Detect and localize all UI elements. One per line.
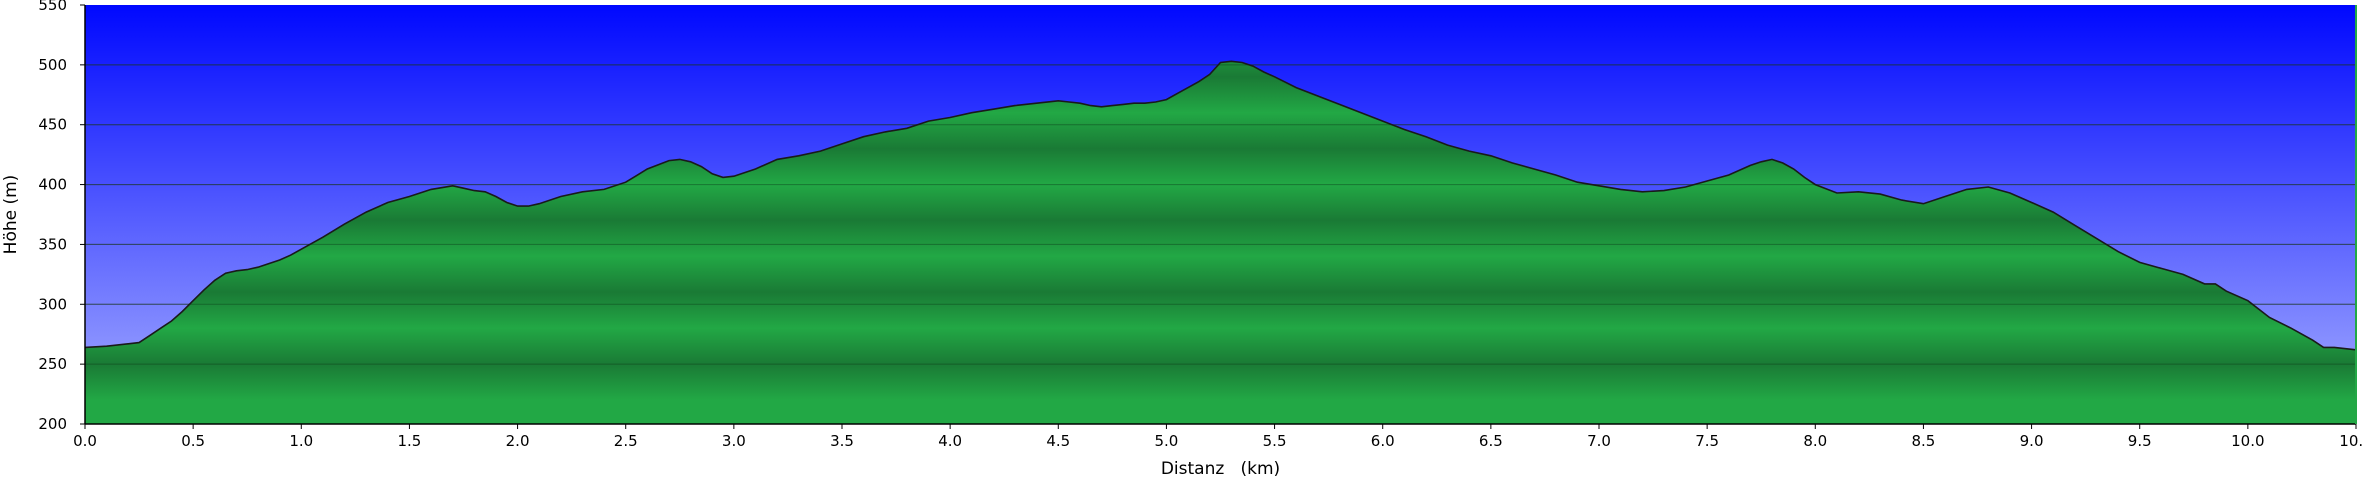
x-tick-label: 0.0: [73, 432, 97, 450]
x-tick-label: 7.0: [1587, 432, 1611, 450]
area-series: [85, 60, 2356, 424]
elevation-area-fill: [85, 61, 2356, 424]
x-tick-label: 6.0: [1371, 432, 1395, 450]
x-tick-label: 3.0: [722, 432, 746, 450]
x-tick-label: 7.5: [1695, 432, 1719, 450]
x-tick-label: 3.5: [830, 432, 854, 450]
y-tick-label: 350: [38, 235, 67, 253]
y-tick-label: 300: [38, 295, 67, 313]
y-tick-label: 250: [38, 355, 67, 373]
x-tick-label: 5.0: [1154, 432, 1178, 450]
x-tick-label: 9.5: [2128, 432, 2152, 450]
x-tick-labels: 0.0 0.5 1.0 1.5 2.0 2.5 3.0 3.5 4.0 4.5 5.0 5.5 6.0 6…: [73, 432, 2362, 450]
x-tick-label: 4.5: [1046, 432, 1070, 450]
y-tick-label: 400: [38, 176, 67, 194]
y-tick-labels: 200 250 300 350 400 450 500 550: [38, 0, 67, 433]
y-tick-label: 450: [38, 116, 67, 134]
x-tick-label: 9.0: [2020, 432, 2044, 450]
elevation-line: [85, 60, 2356, 351]
axes: [80, 4, 2357, 429]
y-axis-title: Höhe (m): [1, 175, 21, 255]
x-tick-label: 5.5: [1263, 432, 1287, 450]
x-tick-label: 2.0: [506, 432, 530, 450]
x-tick-label: 0.5: [181, 432, 205, 450]
y-tick-label: 500: [38, 56, 67, 74]
x-tick-label: 10.5: [2339, 432, 2362, 450]
x-tick-label: 8.5: [1911, 432, 1935, 450]
x-tick-label: 1.5: [397, 432, 421, 450]
x-tick-label: 1.0: [289, 432, 313, 450]
y-tick-label: 200: [38, 415, 67, 433]
y-tick-label: 550: [38, 0, 67, 14]
x-tick-label: 4.0: [938, 432, 962, 450]
x-tick-label: 6.5: [1479, 432, 1503, 450]
x-tick-label: 2.5: [614, 432, 638, 450]
x-axis-title: Distanz (km): [1161, 459, 1280, 479]
x-tick-label: 10.0: [2231, 432, 2264, 450]
x-tick-label: 8.0: [1803, 432, 1827, 450]
